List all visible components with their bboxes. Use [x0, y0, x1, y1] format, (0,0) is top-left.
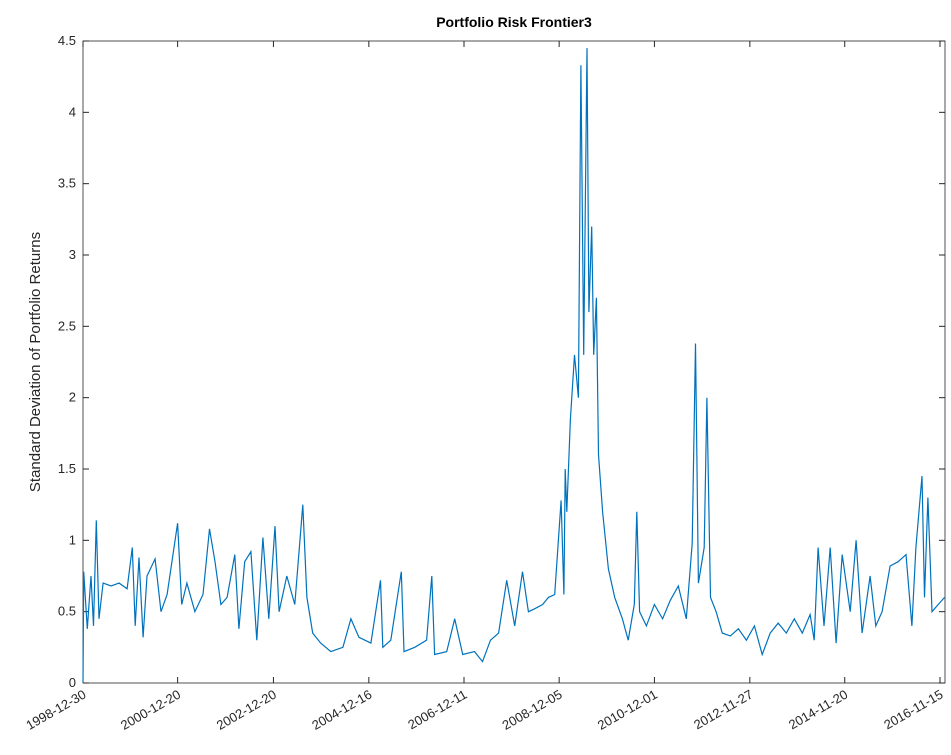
y-tick-label: 0 [69, 675, 76, 690]
y-tick-label: 1.5 [58, 461, 76, 476]
y-tick-label: 2.5 [58, 318, 76, 333]
x-tick-label: 2016-11-15 [881, 687, 945, 733]
data-line [82, 48, 946, 684]
y-tick-label: 4.5 [58, 33, 76, 48]
plot-area [82, 40, 946, 684]
y-axis-label: Standard Deviation of Portfolio Returns [27, 232, 44, 492]
y-tick-label: 3 [69, 247, 76, 262]
x-tick-label: 2014-11-20 [786, 687, 850, 733]
y-tick-label: 3.5 [58, 176, 76, 191]
x-tick-label: 2002-12-20 [214, 687, 279, 733]
chart-title: Portfolio Risk Frontier3 [436, 14, 592, 30]
x-tick-label: 1998-12-30 [23, 687, 88, 733]
x-tick-label: 2004-12-16 [309, 687, 374, 733]
x-tick-label: 2000-12-20 [118, 687, 183, 733]
x-tick-label: 2008-12-05 [500, 687, 565, 733]
x-tick-label: 2010-12-01 [595, 687, 660, 733]
x-tick-label: 2012-11-27 [691, 687, 755, 733]
x-tick-label: 2006-12-11 [405, 687, 469, 733]
y-tick-label: 4 [69, 104, 76, 119]
y-tick-label: 0.5 [58, 604, 76, 619]
y-tick-label: 1 [69, 532, 76, 547]
y-tick-label: 2 [69, 390, 76, 405]
